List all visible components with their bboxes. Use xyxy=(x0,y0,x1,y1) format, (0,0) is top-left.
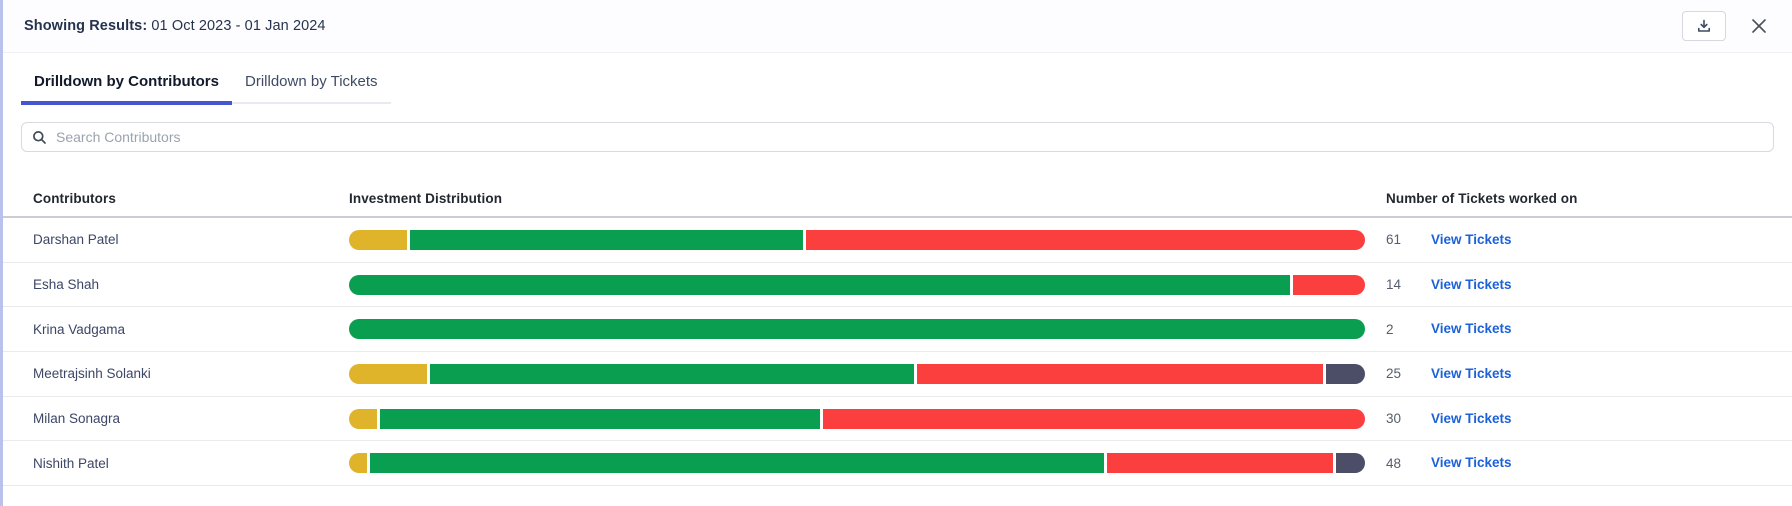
bar-track xyxy=(349,453,1366,474)
showing-results-text: Showing Results: 01 Oct 2023 - 01 Jan 20… xyxy=(24,18,326,34)
tickets-count: 30 xyxy=(1386,411,1402,427)
download-tray-icon xyxy=(1696,18,1712,34)
bar-track xyxy=(349,363,1365,384)
bar-segment-dark xyxy=(1326,363,1365,384)
bar-track xyxy=(349,408,1366,429)
contributor-name: Milan Sonagra xyxy=(33,411,121,427)
showing-results-label: Showing Results: xyxy=(24,18,148,34)
column-header-tickets-worked-on: Number of Tickets worked on xyxy=(1386,190,1578,206)
table-row: Meetrajsinh Solanki 25 View Tickets xyxy=(3,352,1792,397)
bar-track xyxy=(349,274,1365,295)
bar-segment-green xyxy=(429,363,914,384)
table-row: Milan Sonagra 30 View Tickets xyxy=(3,397,1792,442)
investment-distribution-bar xyxy=(349,274,1365,295)
bar-segment-red xyxy=(916,363,1324,384)
tickets-count: 25 xyxy=(1386,366,1402,382)
bar-segment-yellow xyxy=(349,229,408,250)
tab-drilldown-by-tickets[interactable]: Drilldown by Tickets xyxy=(245,73,378,90)
contributor-name: Nishith Patel xyxy=(33,455,109,471)
investment-distribution-bar xyxy=(349,319,1365,340)
showing-results-range: 01 Oct 2023 - 01 Jan 2024 xyxy=(151,18,326,34)
results-header: Showing Results: 01 Oct 2023 - 01 Jan 20… xyxy=(3,0,1792,53)
tab-drilldown-by-contributors[interactable]: Drilldown by Contributors xyxy=(21,61,232,105)
view-tickets-link[interactable]: View Tickets xyxy=(1431,410,1512,426)
bar-segment-yellow xyxy=(349,363,427,384)
table-header-row: Contributors Investment Distribution Num… xyxy=(3,180,1792,218)
investment-distribution-bar xyxy=(349,453,1366,474)
view-tickets-link[interactable]: View Tickets xyxy=(1431,321,1512,337)
table-row: Krina Vadgama 2 View Tickets xyxy=(3,307,1792,353)
table-row: Esha Shah 14 View Tickets xyxy=(3,263,1792,308)
contributor-name: Esha Shah xyxy=(33,277,100,293)
contributors-table: Contributors Investment Distribution Num… xyxy=(3,180,1792,487)
tickets-count: 48 xyxy=(1386,455,1402,471)
bar-track xyxy=(349,229,1365,250)
bar-segment-green xyxy=(349,274,1290,295)
tab-bar: Drilldown by Contributors Drilldown by T… xyxy=(3,53,1792,105)
bar-segment-yellow xyxy=(349,453,368,474)
bar-segment-red xyxy=(805,229,1365,250)
search-icon xyxy=(32,130,47,145)
tickets-count: 61 xyxy=(1386,232,1402,248)
table-body: Darshan Patel 61 View Tickets Esha Shah … xyxy=(3,218,1792,487)
bar-segment-red xyxy=(1107,453,1334,474)
bar-segment-green xyxy=(349,319,1365,340)
close-x-icon xyxy=(1749,16,1769,36)
contributor-name: Krina Vadgama xyxy=(33,321,126,337)
bar-segment-green xyxy=(379,408,820,429)
table-row: Darshan Patel 61 View Tickets xyxy=(3,218,1792,263)
close-button[interactable] xyxy=(1748,15,1770,37)
bar-segment-red xyxy=(1292,274,1365,295)
column-header-investment-distribution: Investment Distribution xyxy=(349,190,503,206)
bar-track xyxy=(349,319,1365,340)
contributor-name: Meetrajsinh Solanki xyxy=(33,366,151,382)
view-tickets-link[interactable]: View Tickets xyxy=(1431,231,1512,247)
tickets-count: 14 xyxy=(1386,277,1402,293)
investment-distribution-bar xyxy=(349,229,1365,250)
bar-segment-dark xyxy=(1336,453,1366,474)
investment-distribution-bar xyxy=(349,363,1365,384)
column-header-contributors: Contributors xyxy=(33,190,116,206)
search-input[interactable] xyxy=(56,129,1763,145)
tickets-count: 2 xyxy=(1386,321,1394,337)
search-contributors-box[interactable] xyxy=(21,122,1774,152)
view-tickets-link[interactable]: View Tickets xyxy=(1431,455,1512,471)
table-row: Nishith Patel 48 View Tickets xyxy=(3,441,1792,487)
view-tickets-link[interactable]: View Tickets xyxy=(1431,365,1512,381)
view-tickets-link[interactable]: View Tickets xyxy=(1431,276,1512,292)
bar-segment-yellow xyxy=(349,408,377,429)
download-button[interactable] xyxy=(1682,11,1726,41)
contributor-name: Darshan Patel xyxy=(33,232,119,248)
bar-segment-green xyxy=(410,229,803,250)
investment-distribution-bar xyxy=(349,408,1366,429)
bar-segment-red xyxy=(822,408,1366,429)
bar-segment-green xyxy=(370,453,1105,474)
